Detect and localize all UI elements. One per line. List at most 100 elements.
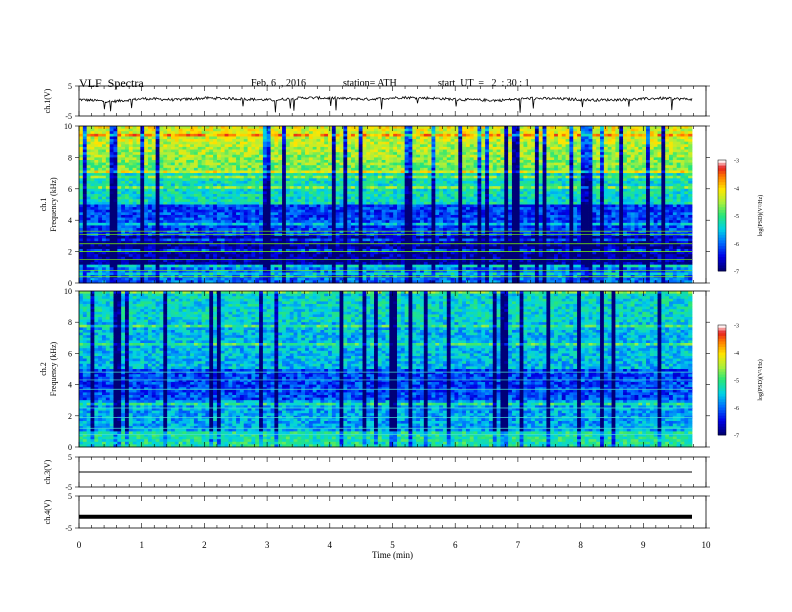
heatmap-cell — [132, 128, 137, 132]
heatmap-cell — [393, 186, 398, 190]
heatmap-cell — [561, 152, 566, 156]
heatmap-cell — [358, 162, 363, 166]
heatmap-cell — [508, 152, 513, 156]
heatmap-cell — [649, 152, 655, 156]
heatmap-cell — [354, 141, 360, 145]
heatmap-cell — [416, 146, 421, 150]
heatmap-cell — [588, 133, 593, 137]
heatmap-cell — [638, 170, 643, 174]
heatmap-cell — [496, 136, 501, 140]
heatmap-cell — [577, 194, 582, 198]
heatmap-cell — [232, 194, 237, 198]
heatmap-cell — [259, 144, 264, 148]
heatmap-cell — [385, 178, 390, 182]
heatmap-cell — [626, 186, 632, 190]
heatmap-cell — [419, 180, 425, 184]
heatmap-cell — [600, 167, 605, 171]
heatmap-cell — [312, 136, 317, 140]
heatmap-cell — [159, 178, 164, 182]
heatmap-cell — [561, 170, 566, 174]
heatmap-cell — [335, 162, 340, 166]
heatmap-cell — [370, 183, 375, 187]
heatmap-cell — [615, 157, 620, 161]
heatmap-cell — [500, 128, 505, 132]
heatmap-cell — [331, 162, 337, 166]
heatmap-cell — [684, 175, 689, 179]
heatmap-cell — [197, 126, 202, 130]
heatmap-cell — [186, 178, 191, 182]
heatmap-cell — [370, 136, 375, 140]
heatmap-cell — [354, 128, 360, 132]
heatmap-cell — [626, 180, 632, 184]
heatmap-cell — [508, 165, 513, 169]
heatmap-cell — [374, 191, 379, 195]
heatmap-cell — [381, 149, 386, 153]
heatmap-cell — [634, 149, 639, 153]
heatmap-cell — [527, 154, 532, 158]
heatmap-cell — [163, 165, 168, 169]
heatmap-cell — [469, 201, 475, 205]
heatmap-cell — [419, 175, 425, 179]
heatmap-cell — [305, 133, 310, 137]
heatmap-cell — [266, 131, 271, 135]
heatmap-cell — [193, 183, 199, 187]
heatmap-cell — [408, 149, 413, 153]
heatmap-cell — [684, 170, 689, 174]
heatmap-cell — [385, 204, 390, 208]
heatmap-cell — [481, 167, 486, 171]
heatmap-cell — [374, 157, 379, 161]
heatmap-cell — [477, 144, 482, 148]
heatmap-cell — [366, 173, 371, 177]
heatmap-cell — [569, 201, 574, 205]
heatmap-cell — [577, 183, 582, 187]
heatmap-cell — [216, 165, 222, 169]
heatmap-cell — [151, 170, 157, 174]
heatmap-cell — [469, 170, 475, 174]
heatmap-cell — [435, 139, 440, 143]
heatmap-cell — [523, 136, 528, 140]
heatmap-cell — [442, 139, 448, 143]
heatmap-cell — [393, 126, 398, 130]
heatmap-cell — [331, 175, 337, 179]
heatmap-cell — [354, 131, 360, 135]
heatmap-cell — [247, 199, 252, 203]
heatmap-cell — [400, 160, 406, 164]
heatmap-cell — [519, 136, 524, 140]
heatmap-cell — [638, 160, 643, 164]
heatmap-cell — [615, 188, 620, 192]
heatmap-cell — [511, 194, 517, 198]
heatmap-cell — [554, 178, 559, 182]
heatmap-cell — [584, 133, 589, 137]
heatmap-cell — [569, 162, 574, 166]
heatmap-cell — [439, 136, 444, 140]
heatmap-cell — [328, 165, 333, 169]
heatmap-cell — [259, 194, 264, 198]
heatmap-cell — [170, 194, 176, 198]
heatmap-cell — [603, 175, 609, 179]
heatmap-cell — [289, 165, 294, 169]
heatmap-cell — [178, 191, 183, 195]
heatmap-cell — [132, 165, 137, 169]
heatmap-cell — [446, 154, 452, 158]
heatmap-cell — [339, 149, 344, 153]
heatmap-cell — [151, 204, 157, 208]
heatmap-cell — [270, 157, 275, 161]
heatmap-cell — [163, 180, 168, 184]
heatmap-cell — [109, 146, 114, 150]
heatmap-cell — [205, 175, 210, 179]
heatmap-cell — [584, 199, 589, 203]
heatmap-cell — [492, 175, 497, 179]
heatmap-cell — [239, 165, 245, 169]
heatmap-cell — [473, 178, 478, 182]
heatmap-cell — [404, 165, 409, 169]
heatmap-cell — [109, 188, 114, 192]
heatmap-cell — [665, 146, 670, 150]
heatmap-cell — [680, 183, 685, 187]
heatmap-cell — [105, 199, 111, 203]
heatmap-cell — [98, 146, 103, 150]
heatmap-cell — [588, 173, 593, 177]
heatmap-cell — [427, 157, 432, 161]
heatmap-cell — [488, 157, 494, 161]
heatmap-cell — [167, 128, 172, 132]
heatmap-cell — [220, 199, 225, 203]
